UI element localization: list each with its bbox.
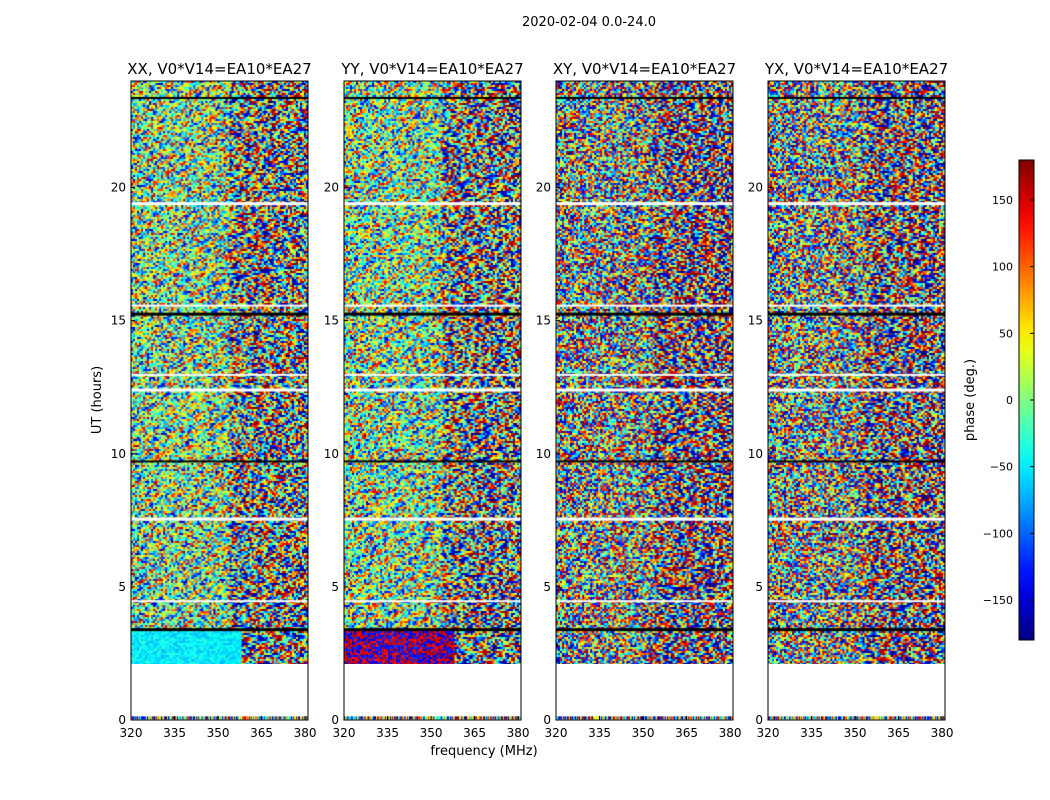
heatmap-sliver (768, 716, 945, 720)
y-tick-label: 5 (543, 580, 551, 594)
y-tick-label: 15 (536, 314, 551, 328)
panel-xy: XY, V0*V14=EA10*EA27 320 335 350 365 380 0 5 10 1… (536, 60, 742, 740)
axes-frame (555, 80, 734, 721)
y-tick-label: 10 (536, 447, 551, 461)
x-tick-label: 335 (163, 726, 186, 740)
x-tick-label: 380 (507, 726, 530, 740)
x-axis-label: frequency (MHz) (430, 744, 537, 759)
x-tick-label: 320 (757, 726, 780, 740)
y-tick-label: 20 (748, 181, 763, 195)
x-tick-label: 350 (844, 726, 867, 740)
x-tick-label: 380 (931, 726, 954, 740)
colorbar-tick-label: −150 (983, 594, 1013, 607)
y-tick-label: 5 (118, 580, 126, 594)
heatmap-image (768, 81, 945, 664)
x-tick-label: 350 (420, 726, 443, 740)
x-tick-label: 320 (120, 726, 143, 740)
panel-title: XX, V0*V14=EA10*EA27 (127, 60, 311, 78)
panel-yx: YX, V0*V14=EA10*EA27 320 335 350 365 380 0 5 10 1… (748, 60, 954, 740)
y-tick-label: 15 (111, 314, 126, 328)
heatmap-image (344, 81, 521, 664)
y-tick-label: 0 (755, 713, 763, 727)
colorbar-tick-label: 150 (992, 194, 1013, 207)
panel-group: XX, V0*V14=EA10*EA27 320 335 350 365 380 0 5 10 1… (111, 60, 954, 740)
colorbar-tick-label: −100 (983, 527, 1013, 540)
heatmap-sliver (131, 716, 308, 720)
colorbar: 150 100 50 0 −50 −100 −150 phase (deg.) (963, 159, 1035, 641)
y-tick-label: 5 (331, 580, 339, 594)
heatmap-sliver (556, 716, 733, 720)
x-tick-label: 335 (588, 726, 611, 740)
y-axis-label: UT (hours) (90, 366, 105, 434)
x-tick-label: 350 (207, 726, 230, 740)
x-tick-label: 320 (333, 726, 356, 740)
y-tick-label: 0 (118, 713, 126, 727)
heatmap-image (131, 81, 308, 664)
x-tick-label: 320 (545, 726, 568, 740)
y-tick-label: 20 (536, 181, 551, 195)
x-tick-label: 365 (250, 726, 273, 740)
y-tick-label: 10 (111, 447, 126, 461)
heatmap-sliver (344, 716, 521, 720)
panel-title: XY, V0*V14=EA10*EA27 (553, 60, 736, 78)
colorbar-label: phase (deg.) (963, 359, 978, 441)
panel-title: YX, V0*V14=EA10*EA27 (764, 60, 948, 78)
axes-frame (767, 80, 946, 721)
x-tick-label: 380 (719, 726, 742, 740)
colorbar-tick-label: 100 (992, 261, 1013, 274)
y-tick-label: 0 (543, 713, 551, 727)
axes-frame (130, 80, 309, 721)
axes-frame (343, 80, 522, 721)
colorbar-tick-label: 50 (999, 327, 1013, 340)
panel-xx: XX, V0*V14=EA10*EA27 320 335 350 365 380 0 5 10 1… (111, 60, 317, 740)
x-tick-label: 350 (632, 726, 655, 740)
y-tick-label: 15 (748, 314, 763, 328)
y-tick-label: 10 (324, 447, 339, 461)
x-tick-label: 365 (463, 726, 486, 740)
x-tick-label: 335 (376, 726, 399, 740)
y-tick-label: 0 (331, 713, 339, 727)
figure-title: 2020-02-04 0.0-24.0 (522, 15, 656, 30)
y-tick-label: 20 (324, 181, 339, 195)
panel-yy: YY, V0*V14=EA10*EA27 320 335 350 365 380 0 5 10 1… (324, 60, 530, 740)
colorbar-tick-label: −50 (990, 461, 1013, 474)
y-tick-label: 10 (748, 447, 763, 461)
heatmap-image (556, 81, 733, 664)
panel-title: YY, V0*V14=EA10*EA27 (340, 60, 523, 78)
x-tick-label: 365 (675, 726, 698, 740)
x-tick-label: 365 (887, 726, 910, 740)
y-tick-label: 20 (111, 181, 126, 195)
x-tick-label: 380 (294, 726, 317, 740)
y-tick-label: 15 (324, 314, 339, 328)
colorbar-tick-label: 0 (1006, 394, 1013, 407)
y-tick-label: 5 (755, 580, 763, 594)
x-tick-label: 335 (800, 726, 823, 740)
